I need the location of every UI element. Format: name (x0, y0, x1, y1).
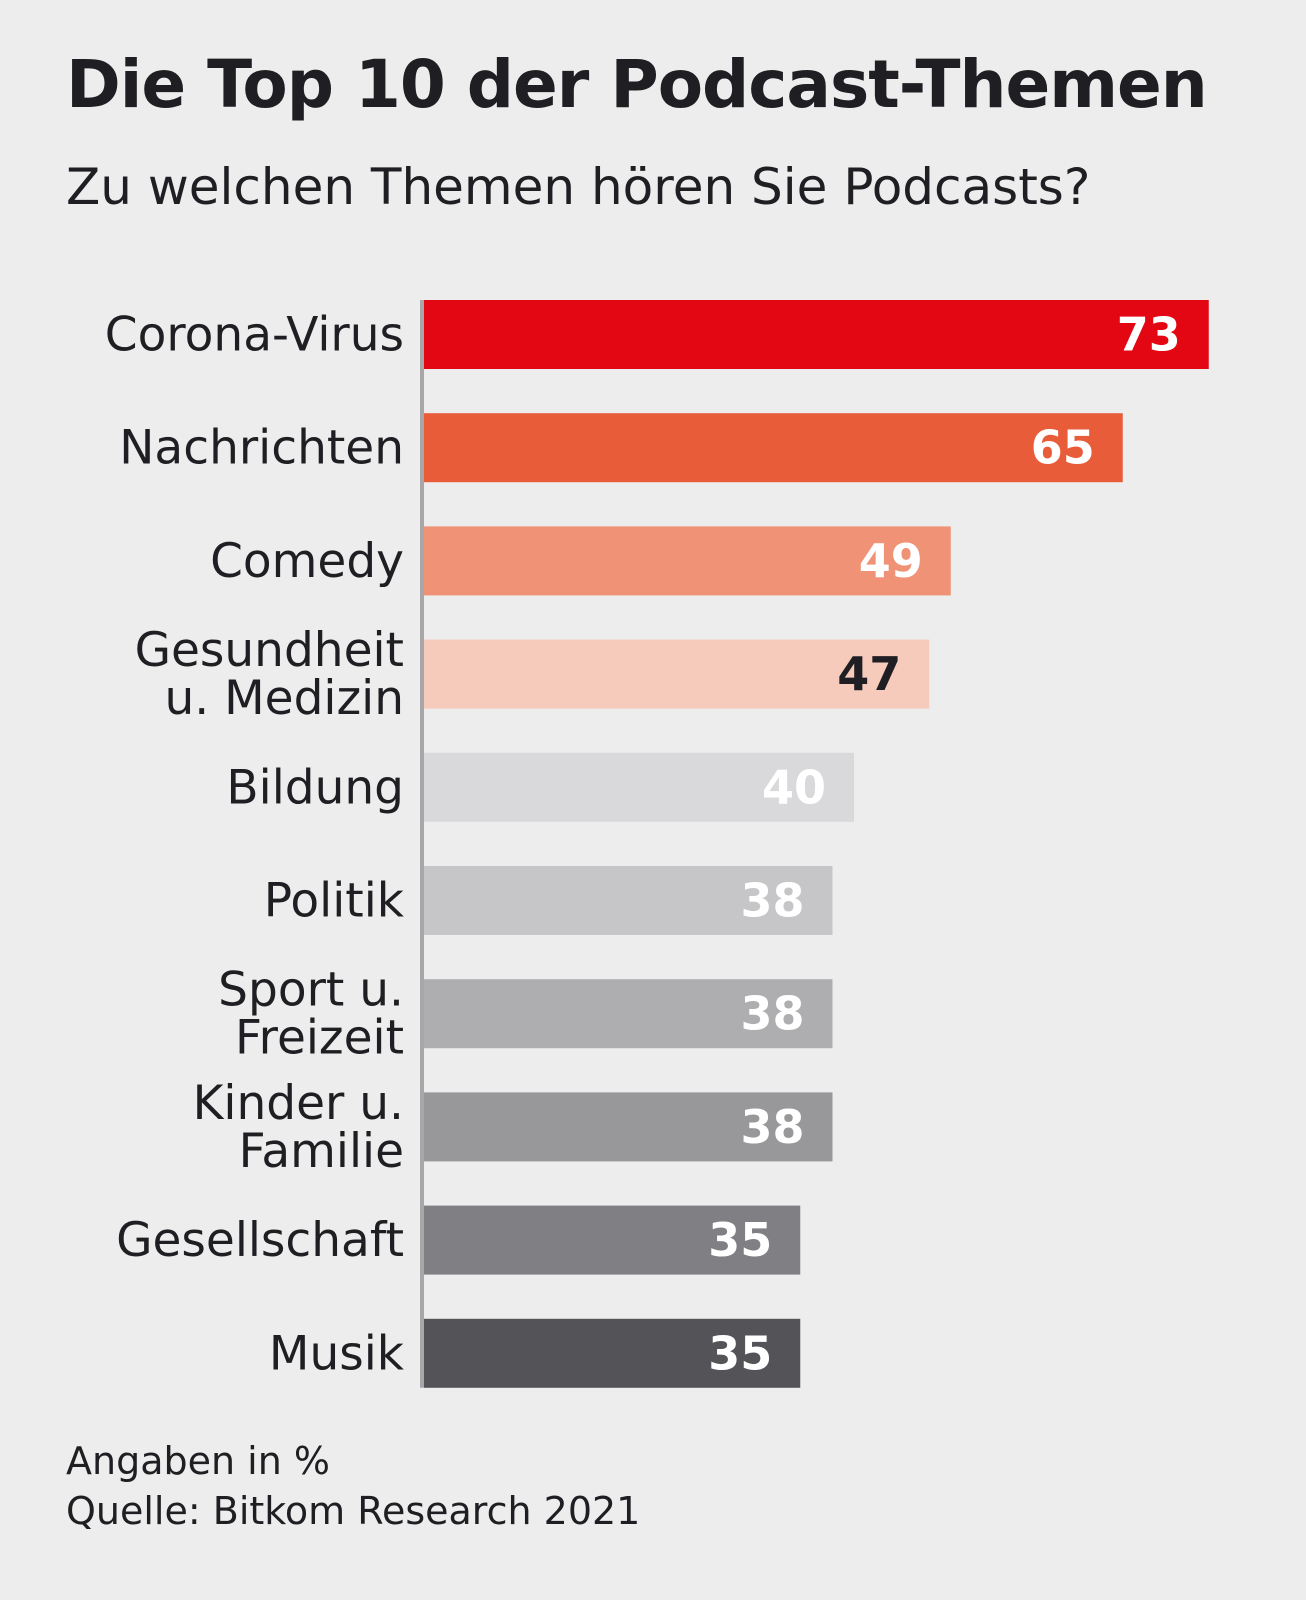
category-label-7-1: Familie (239, 1124, 404, 1179)
value-label-0: 73 (1117, 308, 1181, 362)
bar-3 (424, 639, 930, 709)
bar-2 (424, 526, 951, 596)
bar-9 (424, 1318, 801, 1388)
category-label-3-0: Gesundheit (135, 623, 404, 678)
bar-4 (424, 752, 854, 822)
category-label-2: Comedy (210, 534, 404, 589)
chart-subtitle: Zu welchen Themen hören Sie Podcasts? (66, 158, 1091, 216)
category-label-3-1: u. Medizin (164, 671, 404, 726)
value-label-8: 35 (708, 1213, 772, 1267)
bar-chart: 73 Corona-Virus 65 Nachrichten 49 Comedy 47 Ges… (105, 300, 1209, 1388)
bar-5 (424, 866, 833, 935)
value-label-9: 35 (708, 1326, 772, 1380)
bar-0 (424, 300, 1209, 369)
category-label-9: Musik (269, 1326, 405, 1381)
value-label-6: 38 (740, 987, 804, 1041)
category-label-7-0: Kinder u. (193, 1076, 404, 1131)
category-label-4: Bildung (226, 760, 404, 815)
category-label-6-0: Sport u. (218, 963, 404, 1018)
bar-6 (424, 979, 833, 1049)
category-label-0: Corona-Virus (105, 308, 404, 363)
bar-1 (424, 413, 1123, 483)
value-label-3: 47 (837, 647, 901, 701)
value-label-7: 38 (740, 1100, 804, 1154)
bar-8 (424, 1205, 801, 1275)
value-label-5: 38 (740, 874, 804, 928)
value-label-2: 49 (859, 534, 923, 588)
category-label-8: Gesellschaft (116, 1213, 404, 1268)
chart-footer: Angaben in % Quelle: Bitkom Research 202… (66, 1436, 640, 1536)
chart-title: Die Top 10 der Podcast-Themen (66, 46, 1208, 123)
unit-note: Angaben in % (66, 1439, 330, 1483)
category-label-6-1: Freizeit (235, 1011, 404, 1066)
value-label-1: 65 (1031, 421, 1095, 475)
category-label-1: Nachrichten (119, 421, 404, 476)
value-label-4: 40 (762, 760, 826, 814)
bar-7 (424, 1092, 833, 1162)
category-label-5: Politik (264, 874, 405, 929)
source-note: Quelle: Bitkom Research 2021 (66, 1489, 641, 1533)
